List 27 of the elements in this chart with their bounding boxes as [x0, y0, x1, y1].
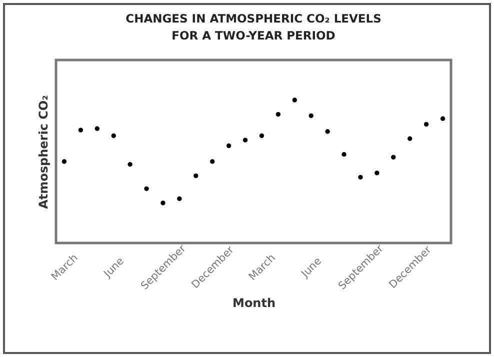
point — [111, 133, 116, 138]
point — [308, 113, 314, 118]
x-axis-title: Month — [232, 296, 276, 310]
chart-title: CHANGES IN ATMOSPHERIC CO₂ LEVELS FOR A TWO-YEAR PERIOD — [126, 12, 382, 42]
point — [391, 154, 396, 160]
point — [78, 128, 84, 132]
point — [128, 162, 132, 167]
point — [342, 152, 346, 157]
point — [440, 116, 446, 121]
point — [259, 133, 264, 138]
point — [210, 159, 215, 164]
point — [62, 159, 67, 164]
y-axis-title: Atmospheric CO₂ — [36, 95, 50, 209]
point — [408, 136, 412, 141]
point — [276, 112, 281, 117]
point — [424, 122, 429, 127]
point — [177, 196, 182, 202]
point — [226, 143, 232, 148]
point — [94, 126, 100, 131]
point — [292, 98, 297, 102]
point — [194, 173, 198, 178]
point — [144, 186, 149, 192]
point — [242, 138, 248, 142]
point — [374, 170, 380, 176]
point — [325, 129, 330, 134]
point — [358, 174, 363, 180]
point — [160, 200, 166, 206]
